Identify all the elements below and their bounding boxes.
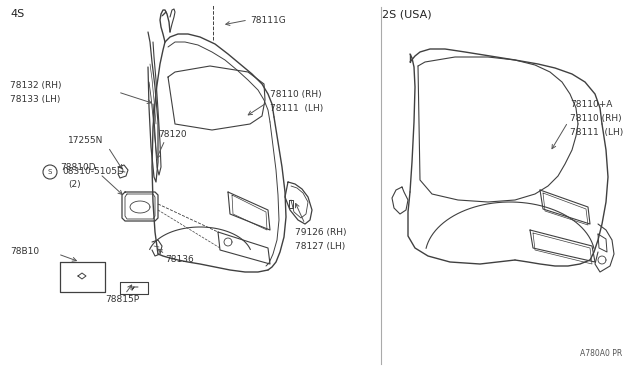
Text: 78120: 78120 — [158, 129, 187, 138]
Text: 78110 (RH): 78110 (RH) — [570, 113, 621, 122]
Text: 2S (USA): 2S (USA) — [382, 9, 431, 19]
Text: 78136: 78136 — [165, 256, 194, 264]
Text: 78815P: 78815P — [105, 295, 139, 305]
Text: 78110+A: 78110+A — [570, 99, 612, 109]
Text: A780A0 PR: A780A0 PR — [580, 350, 622, 359]
Text: 78127 (LH): 78127 (LH) — [295, 241, 345, 250]
Text: 78111G: 78111G — [250, 16, 285, 25]
Text: 78110 (RH): 78110 (RH) — [270, 90, 322, 99]
Text: 78111  (LH): 78111 (LH) — [570, 128, 623, 137]
Text: 78B10: 78B10 — [10, 247, 39, 257]
Text: (2): (2) — [68, 180, 81, 189]
Text: 4S: 4S — [10, 9, 24, 19]
Text: 17255N: 17255N — [68, 135, 104, 144]
Text: 78133 (LH): 78133 (LH) — [10, 94, 60, 103]
Text: 78111  (LH): 78111 (LH) — [270, 103, 323, 112]
Text: 78132 (RH): 78132 (RH) — [10, 80, 61, 90]
Text: 08310-5105D: 08310-5105D — [62, 167, 124, 176]
Text: 78810D: 78810D — [60, 163, 95, 171]
Text: 79126 (RH): 79126 (RH) — [295, 228, 346, 237]
Text: S: S — [48, 169, 52, 175]
